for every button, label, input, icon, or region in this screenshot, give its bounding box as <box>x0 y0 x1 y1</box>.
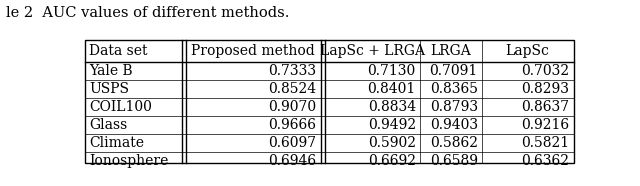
Text: 0.8834: 0.8834 <box>367 100 416 114</box>
Text: 0.8524: 0.8524 <box>268 82 317 96</box>
Text: 0.9070: 0.9070 <box>268 100 317 114</box>
Text: 0.7333: 0.7333 <box>268 64 317 78</box>
Text: 0.5821: 0.5821 <box>522 136 570 150</box>
Text: 0.9403: 0.9403 <box>429 118 478 132</box>
Text: 0.7130: 0.7130 <box>367 64 416 78</box>
Text: 0.9492: 0.9492 <box>367 118 416 132</box>
Text: 0.8793: 0.8793 <box>429 100 478 114</box>
Text: 0.5862: 0.5862 <box>430 136 478 150</box>
Text: Data set: Data set <box>89 44 147 58</box>
Text: 0.6097: 0.6097 <box>268 136 317 150</box>
Text: 0.8401: 0.8401 <box>367 82 416 96</box>
Text: 0.9666: 0.9666 <box>269 118 317 132</box>
Text: 0.8637: 0.8637 <box>522 100 570 114</box>
Bar <box>85 39 573 163</box>
Text: 0.6692: 0.6692 <box>368 154 416 168</box>
Text: 0.7032: 0.7032 <box>522 64 570 78</box>
Text: LRGA: LRGA <box>430 44 471 58</box>
Text: 0.6946: 0.6946 <box>268 154 317 168</box>
Text: 0.9216: 0.9216 <box>522 118 570 132</box>
Text: 0.7091: 0.7091 <box>429 64 478 78</box>
Text: Proposed method: Proposed method <box>191 44 315 58</box>
Text: Glass: Glass <box>89 118 127 132</box>
Text: LapSc: LapSc <box>506 44 550 58</box>
Text: COIL100: COIL100 <box>89 100 152 114</box>
Text: le 2  AUC values of different methods.: le 2 AUC values of different methods. <box>6 6 290 20</box>
Text: 0.6589: 0.6589 <box>430 154 478 168</box>
Text: Yale B: Yale B <box>89 64 132 78</box>
Text: 0.8293: 0.8293 <box>522 82 570 96</box>
Text: Ionosphere: Ionosphere <box>89 154 168 168</box>
Text: 0.8365: 0.8365 <box>430 82 478 96</box>
Text: 0.5902: 0.5902 <box>368 136 416 150</box>
Text: LapSc + LRGA: LapSc + LRGA <box>319 44 425 58</box>
Text: 0.6362: 0.6362 <box>522 154 570 168</box>
Text: USPS: USPS <box>89 82 129 96</box>
Text: Climate: Climate <box>89 136 144 150</box>
